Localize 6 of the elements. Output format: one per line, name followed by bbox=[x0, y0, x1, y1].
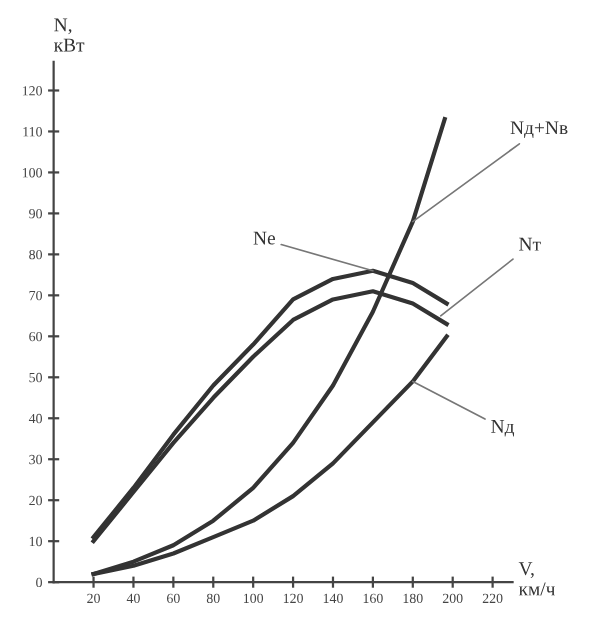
x-axis-title: V, км/ч bbox=[518, 562, 555, 596]
y-axis-title: N, кВт bbox=[53, 18, 85, 52]
text: Nд bbox=[491, 420, 515, 437]
text: Nд+Nв bbox=[510, 121, 568, 138]
text: Ne bbox=[253, 231, 275, 245]
text: Nт bbox=[519, 237, 541, 251]
